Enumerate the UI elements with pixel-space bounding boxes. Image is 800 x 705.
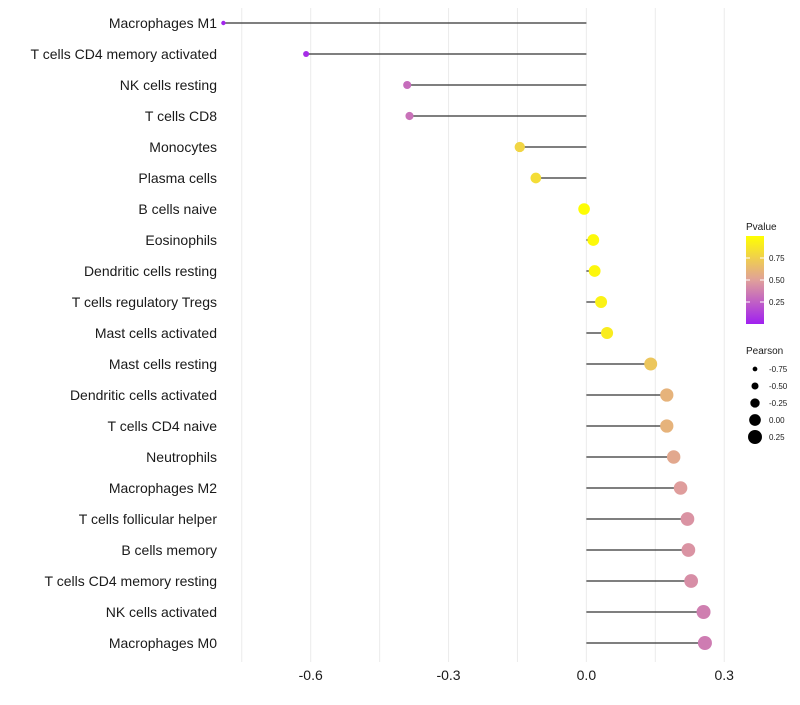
x-axis-ticks: -0.6 -0.3 0.0 0.3: [299, 667, 735, 683]
category-label: B cells memory: [121, 542, 217, 558]
pearson-legend-label: -0.75: [769, 365, 788, 374]
data-point: [405, 111, 414, 121]
category-label: T cells follicular helper: [79, 511, 218, 527]
pearson-legend-label: -0.25: [769, 399, 788, 408]
pvalue-legend-label: 0.25: [769, 298, 785, 307]
data-point: [221, 20, 226, 26]
data-point: [530, 172, 542, 184]
pearson-legend-key: [750, 398, 760, 408]
pvalue-legend-label: 0.50: [769, 276, 785, 285]
data-point: [696, 604, 711, 620]
data-point: [681, 543, 696, 557]
category-label: Macrophages M1: [109, 15, 217, 31]
pearson-legend-title: Pearson: [746, 346, 783, 357]
data-point: [588, 265, 601, 277]
category-label: Macrophages M2: [109, 480, 217, 496]
x-tick-label: 0.3: [714, 667, 734, 683]
pearson-legend-key: [751, 382, 759, 390]
data-point: [601, 326, 614, 340]
pvalue-legend: Pvalue 0.75 0.50 0.25: [746, 222, 785, 324]
data-point: [684, 574, 699, 588]
pearson-legend-label: 0.00: [769, 416, 785, 425]
data-point: [666, 450, 681, 464]
data-point: [595, 296, 608, 308]
category-label: Mast cells activated: [95, 325, 217, 341]
pvalue-legend-label: 0.75: [769, 254, 785, 263]
category-label: B cells naive: [138, 201, 217, 217]
data-point: [587, 234, 600, 246]
x-tick-label: -0.3: [436, 667, 460, 683]
pearson-legend-key: [752, 366, 758, 372]
category-label: Macrophages M0: [109, 635, 217, 651]
category-label: Neutrophils: [146, 449, 217, 465]
category-label: Mast cells resting: [109, 356, 217, 372]
data-point: [680, 512, 695, 526]
stem-layer: [223, 22, 705, 644]
category-label: Dendritic cells resting: [84, 263, 217, 279]
category-label: T cells CD4 memory activated: [31, 46, 217, 62]
data-point: [514, 141, 525, 153]
grid-layer: [241, 8, 725, 662]
category-label: Monocytes: [149, 139, 217, 155]
category-label: Dendritic cells activated: [70, 387, 217, 403]
point-layer: [221, 20, 712, 651]
category-label: T cells CD4 memory resting: [45, 573, 217, 589]
category-label: NK cells resting: [120, 77, 217, 93]
category-labels: Macrophages M1 T cells CD4 memory activat…: [31, 15, 218, 651]
data-point: [660, 388, 674, 402]
data-point: [578, 203, 590, 215]
category-label: T cells regulatory Tregs: [72, 294, 217, 310]
pearson-legend-key: [749, 414, 761, 426]
data-point: [673, 481, 688, 495]
category-label: NK cells activated: [106, 604, 217, 620]
category-label: T cells CD8: [145, 108, 217, 124]
pearson-legend: Pearson -0.75 -0.50 -0.25 0.00 0.25: [746, 346, 788, 444]
x-tick-label: 0.0: [577, 667, 597, 683]
data-point: [644, 357, 658, 371]
data-point: [403, 80, 412, 90]
pvalue-colorbar: [746, 236, 764, 324]
pearson-legend-key: [748, 430, 762, 444]
data-point: [660, 419, 674, 433]
category-label: Eosinophils: [145, 232, 217, 248]
pvalue-legend-title: Pvalue: [746, 222, 777, 233]
category-label: Plasma cells: [138, 170, 217, 186]
category-label: T cells CD4 naive: [108, 418, 218, 434]
pearson-legend-label: -0.50: [769, 382, 788, 391]
x-tick-label: -0.6: [299, 667, 323, 683]
data-point: [303, 50, 310, 58]
pearson-legend-label: 0.25: [769, 433, 785, 442]
data-point: [697, 635, 712, 651]
